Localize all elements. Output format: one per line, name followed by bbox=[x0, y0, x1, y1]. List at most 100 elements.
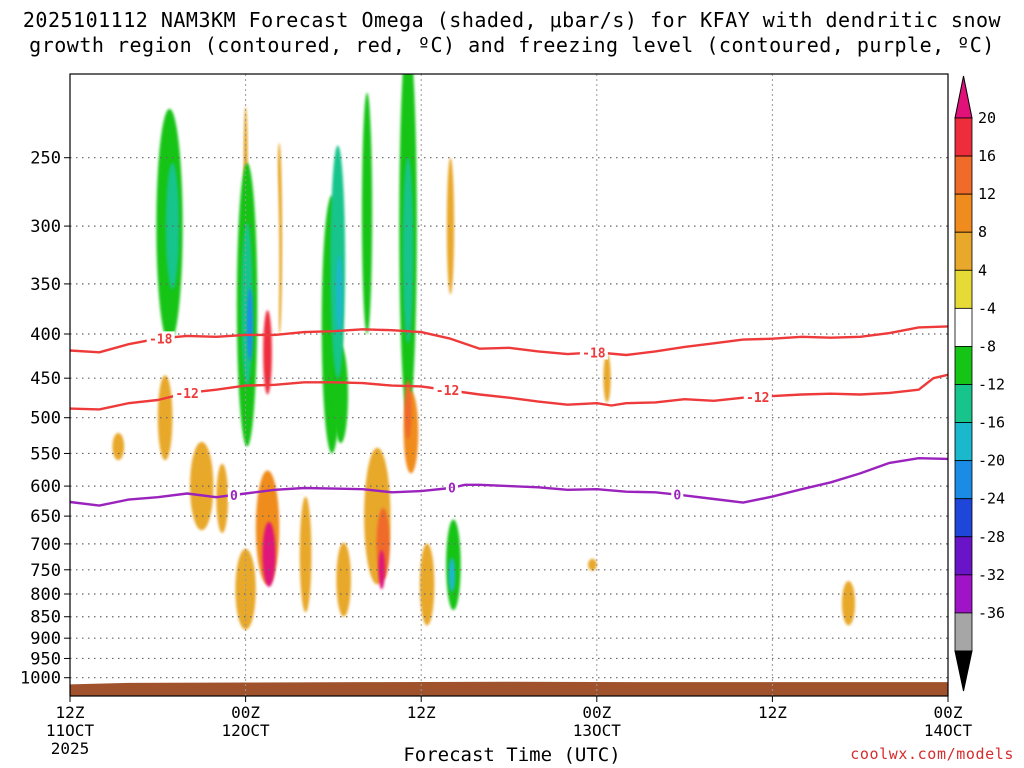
chart-title-line2: growth region (contoured, red, ºC) and f… bbox=[29, 33, 995, 57]
colorbar-bin bbox=[954, 574, 973, 614]
colorbar-label: -36 bbox=[978, 604, 1005, 622]
contour-label-bg bbox=[173, 385, 202, 400]
x-tick-label: 2025 bbox=[51, 739, 90, 758]
contour-lines: -18 -18 -12 -12 -12 0 0 0 bbox=[70, 325, 948, 507]
y-tick-label: 950 bbox=[30, 649, 61, 669]
ground-area bbox=[70, 681, 948, 696]
y-tick-label: 700 bbox=[30, 535, 61, 555]
x-tick-label: 12OCT bbox=[222, 721, 271, 740]
colorbar-bin bbox=[954, 231, 973, 271]
y-tick-label: 350 bbox=[30, 275, 61, 295]
y-tick-label: 500 bbox=[30, 409, 61, 429]
colorbar-bin bbox=[954, 307, 973, 347]
colorbar-top-triangle bbox=[954, 75, 973, 119]
y-tick-label: 650 bbox=[30, 507, 61, 527]
omega-cell bbox=[336, 542, 351, 617]
omega-cell bbox=[419, 543, 435, 626]
omega-cell bbox=[157, 375, 173, 461]
colorbar-bin bbox=[954, 536, 973, 576]
colorbar-bottom-triangle bbox=[954, 650, 973, 692]
x-axis-label: Forecast Time (UTC) bbox=[403, 744, 621, 766]
contour-label-bg bbox=[146, 331, 175, 346]
contour-label: -12 bbox=[436, 384, 459, 399]
y-tick-label: 800 bbox=[30, 585, 61, 605]
contour-label-bg bbox=[227, 487, 240, 502]
y-tick-label: 850 bbox=[30, 608, 61, 628]
colorbar-label: -20 bbox=[978, 452, 1005, 470]
x-tick-label: 12Z bbox=[407, 703, 436, 722]
contour-line--18 bbox=[70, 325, 948, 357]
omega-cell bbox=[189, 441, 214, 531]
colorbar-bin bbox=[954, 498, 973, 538]
colorbar-label: 16 bbox=[978, 147, 996, 165]
omega-cell bbox=[538, 610, 545, 632]
omega-cell bbox=[588, 558, 597, 571]
contour-label: 0 bbox=[448, 482, 456, 497]
y-tick-label: 400 bbox=[30, 325, 61, 345]
y-tick-label: 900 bbox=[30, 629, 61, 649]
y-tick-label: 250 bbox=[30, 149, 61, 169]
x-tick-label: 00Z bbox=[934, 703, 963, 722]
colorbar-bin bbox=[954, 269, 973, 309]
colorbar-label: 20 bbox=[978, 109, 996, 127]
contour-label-bg bbox=[579, 345, 608, 360]
contour-label-bg bbox=[671, 487, 684, 502]
omega-cell bbox=[306, 235, 317, 395]
x-tick-label: 11OCT bbox=[46, 721, 95, 740]
y-tick-label: 300 bbox=[30, 217, 61, 237]
x-tick-label: 12Z bbox=[56, 703, 85, 722]
colorbar-label: -16 bbox=[978, 414, 1005, 432]
colorbar-bin bbox=[954, 384, 973, 423]
y-tick-label: 750 bbox=[30, 561, 61, 581]
contour-label-bg bbox=[445, 480, 458, 495]
contour-label-bg bbox=[743, 389, 772, 404]
omega-cell bbox=[267, 145, 280, 379]
contour-label: -12 bbox=[175, 387, 198, 402]
omega-cell bbox=[402, 157, 414, 344]
contour-label: 0 bbox=[673, 489, 681, 504]
colorbar-label: -24 bbox=[978, 490, 1005, 508]
chart-title-line1: 2025101112 NAM3KM Forecast Omega (shaded… bbox=[22, 8, 1002, 32]
ground-terrain bbox=[70, 681, 948, 696]
colorbar-bin bbox=[954, 346, 973, 385]
colorbar-label: 8 bbox=[978, 223, 987, 241]
y-tick-label: 600 bbox=[30, 477, 61, 497]
contour-label: -12 bbox=[746, 391, 769, 406]
omega-shading bbox=[79, 74, 856, 632]
colorbar-label: 12 bbox=[978, 185, 996, 203]
plot-background bbox=[70, 74, 948, 696]
contour-label-bg bbox=[433, 383, 462, 398]
x-tick-label: 00Z bbox=[231, 703, 260, 722]
contour-line-0 bbox=[70, 457, 948, 507]
omega-cell bbox=[216, 463, 229, 534]
omega-cell bbox=[841, 581, 856, 626]
credit-text: coolwx.com/models bbox=[850, 745, 1014, 763]
contour-line--12 bbox=[70, 373, 948, 411]
y-tick-label: 1000 bbox=[20, 669, 61, 689]
omega-cell bbox=[336, 254, 343, 334]
colorbar-bin bbox=[954, 155, 973, 195]
omega-cell bbox=[112, 432, 125, 461]
plot-frame bbox=[69, 73, 949, 697]
colorbar-label: -12 bbox=[978, 376, 1005, 394]
omega-cell bbox=[262, 522, 276, 587]
contour-label: -18 bbox=[582, 346, 606, 361]
x-tick-label: 13OCT bbox=[573, 721, 622, 740]
colorbar: 20 16 12 8 4 -4 -8 -12 -16 -20 -24 -28 -32 -36 bbox=[954, 75, 1005, 692]
omega-cell bbox=[299, 496, 312, 613]
omega-cell bbox=[247, 287, 253, 362]
colorbar-label: -4 bbox=[978, 299, 996, 317]
omega-cell bbox=[195, 132, 212, 268]
omega-cell bbox=[378, 550, 385, 590]
omega-cell bbox=[448, 557, 456, 592]
omega-cell bbox=[79, 164, 96, 262]
y-axis: 2503003504004505005506006507007508008509… bbox=[20, 149, 70, 689]
colorbar-label: 4 bbox=[978, 261, 987, 279]
x-tick-label: 12Z bbox=[758, 703, 787, 722]
omega-cell bbox=[479, 416, 495, 477]
omega-cell bbox=[404, 380, 412, 440]
y-tick-label: 550 bbox=[30, 444, 61, 464]
x-tick-label: 14OCT bbox=[924, 721, 973, 740]
